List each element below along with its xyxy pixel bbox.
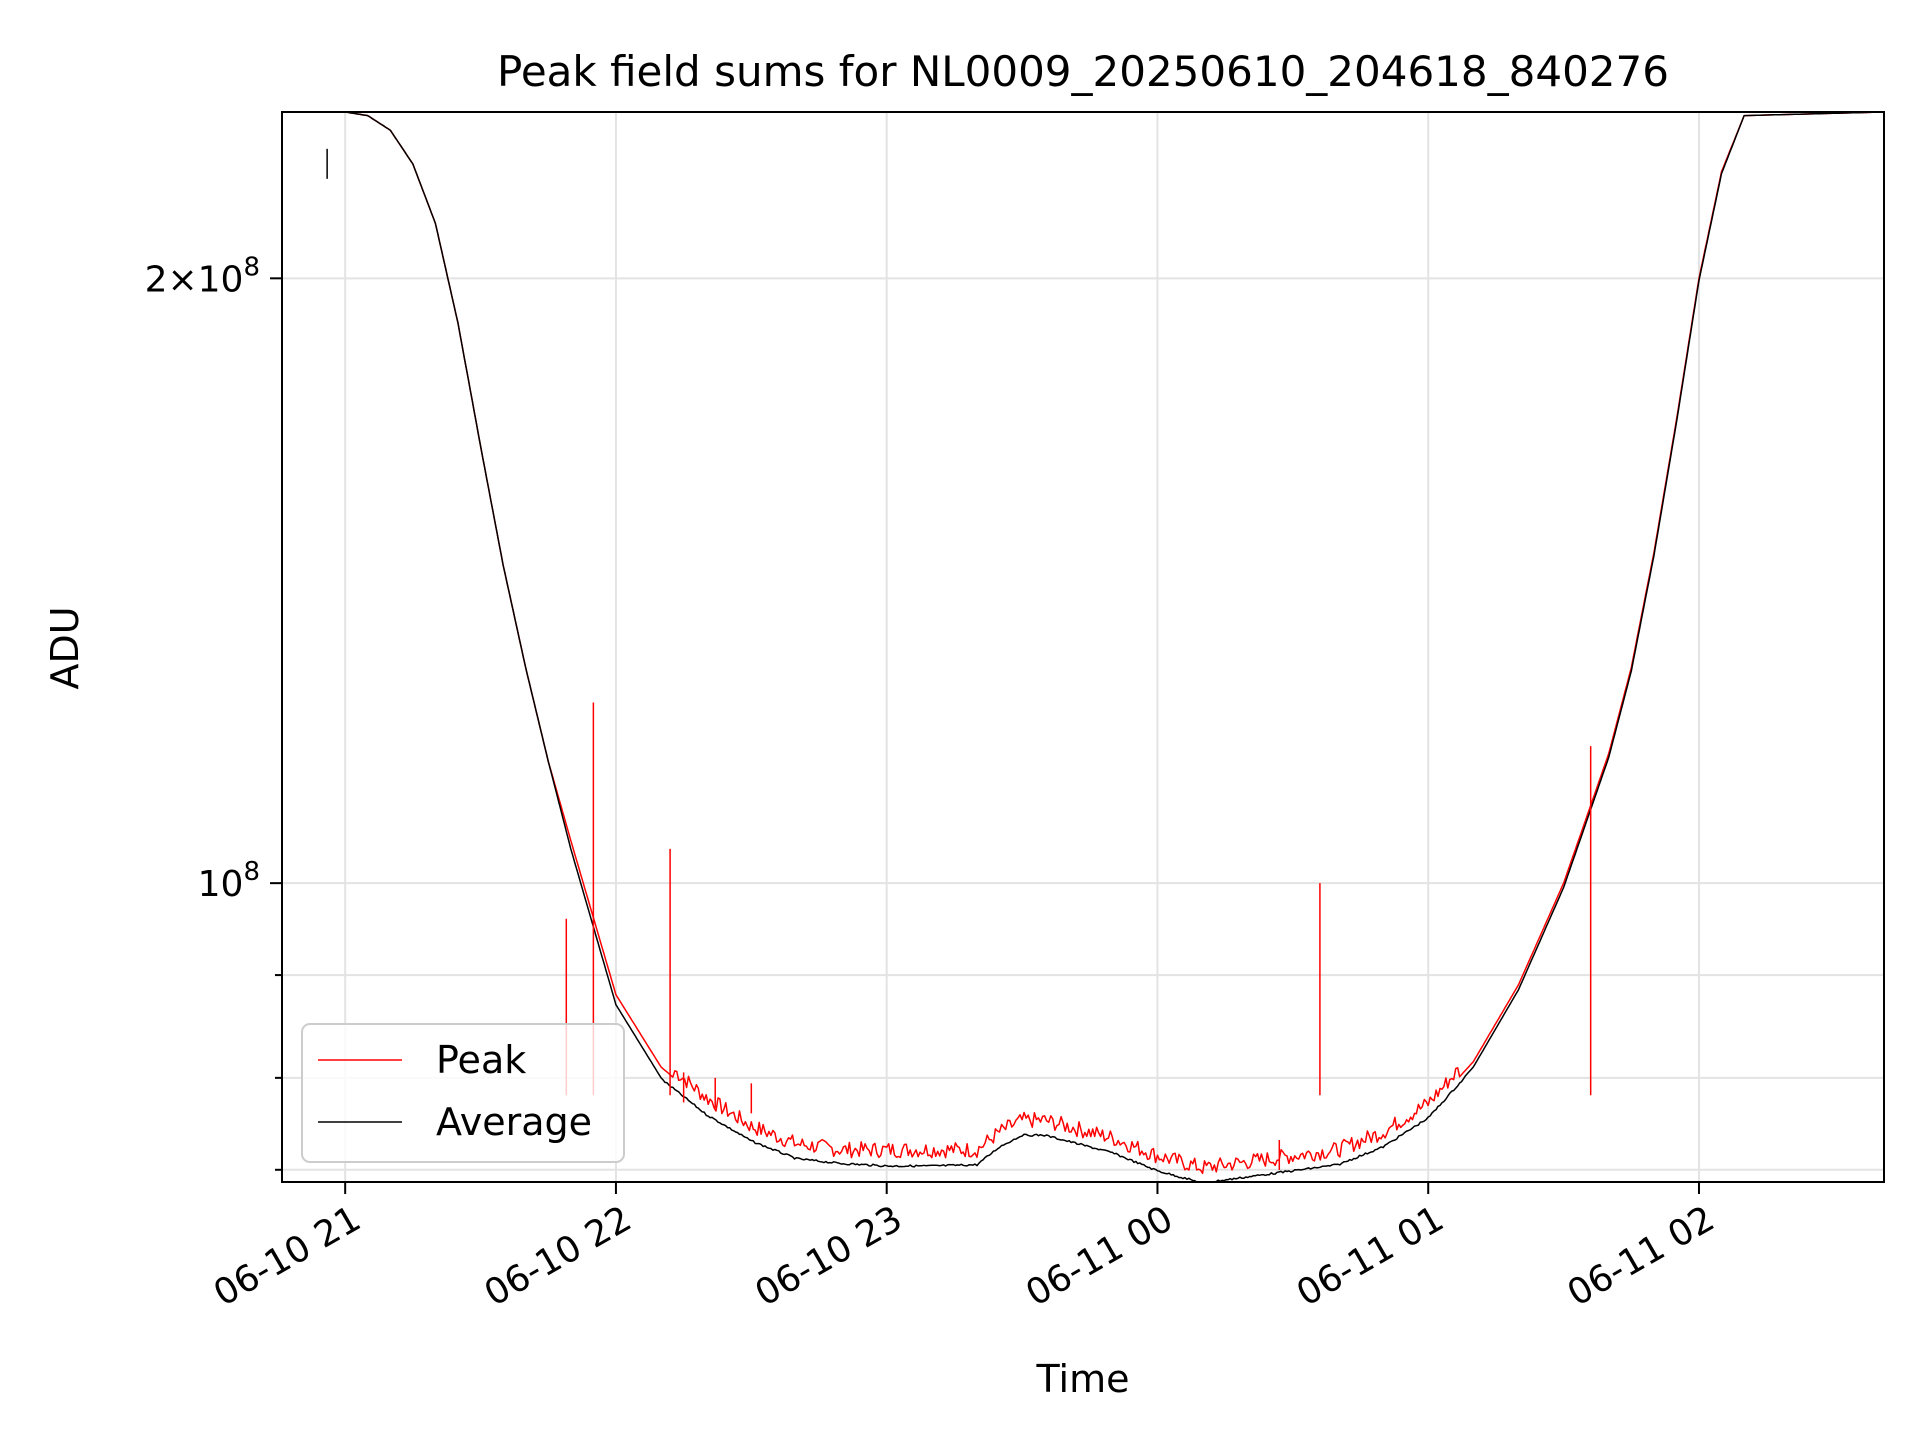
x-tick-label: 06-10 21 <box>207 1198 368 1314</box>
x-tick-label: 06-11 01 <box>1290 1198 1451 1314</box>
y-axis: 108 2×108 <box>145 252 282 1171</box>
x-tick-label: 06-11 00 <box>1019 1198 1180 1314</box>
x-axis: 06-10 21 06-10 22 06-10 23 06-11 00 06-11 01… <box>207 1182 1721 1315</box>
grid <box>282 112 1884 1182</box>
y-tick-label: 108 <box>198 857 260 905</box>
legend-box <box>301 1023 625 1163</box>
series-line-average <box>286 111 1885 1183</box>
legend-peak-label: Peak <box>436 1038 526 1082</box>
plot-frame <box>281 111 1885 1183</box>
y-axis-label: ADU <box>43 606 87 689</box>
chart-title: Peak field sums for NL0009_20250610_2046… <box>497 47 1669 96</box>
legend: Peak Average <box>301 1023 625 1163</box>
x-tick-label: 06-10 23 <box>749 1198 910 1314</box>
x-axis-label: Time <box>1036 1357 1130 1401</box>
x-tick-label: 06-11 02 <box>1561 1198 1722 1314</box>
x-tick-label: 06-10 22 <box>478 1198 639 1314</box>
legend-average-label: Average <box>436 1100 592 1144</box>
y-tick-label: 2×108 <box>145 252 260 300</box>
series-layer <box>286 111 1885 1183</box>
series-line-peak <box>286 111 1885 1175</box>
